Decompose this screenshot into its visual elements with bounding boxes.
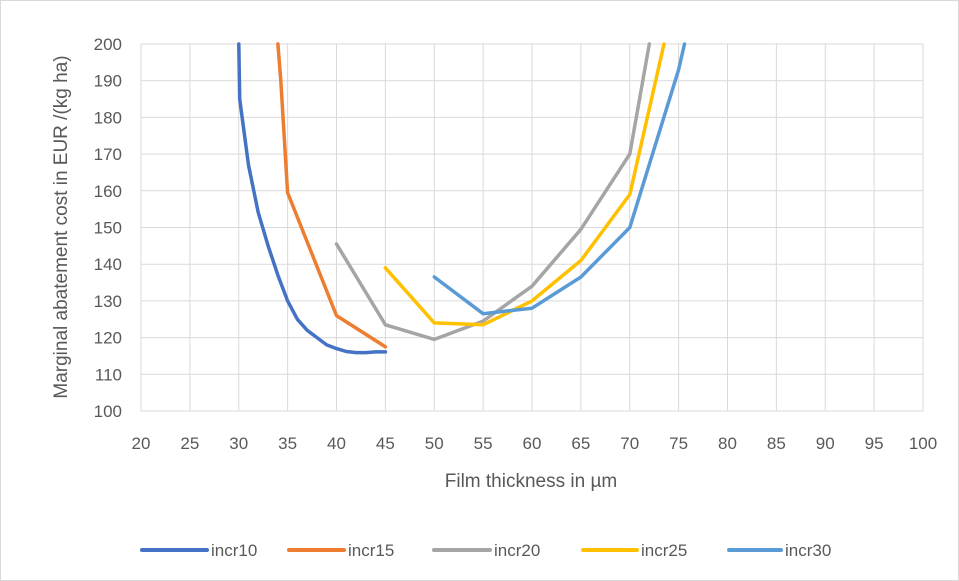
legend-label: incr15 [348,541,394,560]
tick-labels: 20 25 30 35 40 45 50 55 60 65 70 75 80 85 90 95 100 100 11… [94,35,938,453]
y-tick-label: 100 [94,402,122,421]
x-tick-label: 30 [229,434,248,453]
legend-item-incr25: incr25 [581,541,687,560]
x-tick-label: 65 [571,434,590,453]
legend-item-incr30: incr30 [727,541,831,560]
y-tick-label: 130 [94,292,122,311]
legend-label: incr30 [785,541,831,560]
series-line-incr20 [334,42,652,342]
series-line-incr30 [432,42,687,316]
x-tick-label: 95 [865,434,884,453]
y-tick-label: 150 [94,219,122,238]
x-tick-label: 40 [327,434,346,453]
x-tick-label: 45 [376,434,395,453]
x-tick-label: 80 [718,434,737,453]
x-tick-label: 35 [278,434,297,453]
y-tick-label: 180 [94,108,122,127]
y-tick-label: 160 [94,182,122,201]
x-tick-label: 100 [909,434,937,453]
x-tick-label: 70 [620,434,639,453]
x-tick-label: 50 [425,434,444,453]
y-tick-label: 200 [94,35,122,54]
y-tick-label: 110 [95,365,122,384]
gridlines [140,43,924,412]
x-tick-label: 90 [816,434,835,453]
series-line-incr10 [237,42,388,355]
series-line-incr15 [276,42,388,349]
legend: incr10 incr15 incr20 incr25 incr30 [140,541,831,560]
y-axis-title: Marginal abatement cost in EUR /(kg ha) [51,55,72,398]
y-tick-label: 120 [94,329,122,348]
x-tick-label: 85 [767,434,786,453]
series-line-incr25 [383,42,666,327]
x-tick-label: 55 [474,434,493,453]
x-axis-title: Film thickness in µm [445,471,617,492]
legend-label: incr20 [494,541,540,560]
legend-item-incr10: incr10 [140,541,257,560]
legend-label: incr10 [211,541,257,560]
x-tick-label: 60 [523,434,542,453]
y-tick-label: 140 [94,255,122,274]
y-tick-label: 190 [94,72,122,91]
legend-item-incr15: incr15 [287,541,394,560]
legend-item-incr20: incr20 [432,541,540,560]
series-lines [237,42,687,355]
y-tick-label: 170 [94,145,122,164]
legend-label: incr25 [641,541,687,560]
x-tick-label: 75 [669,434,688,453]
x-tick-label: 20 [132,434,151,453]
x-tick-label: 25 [180,434,199,453]
